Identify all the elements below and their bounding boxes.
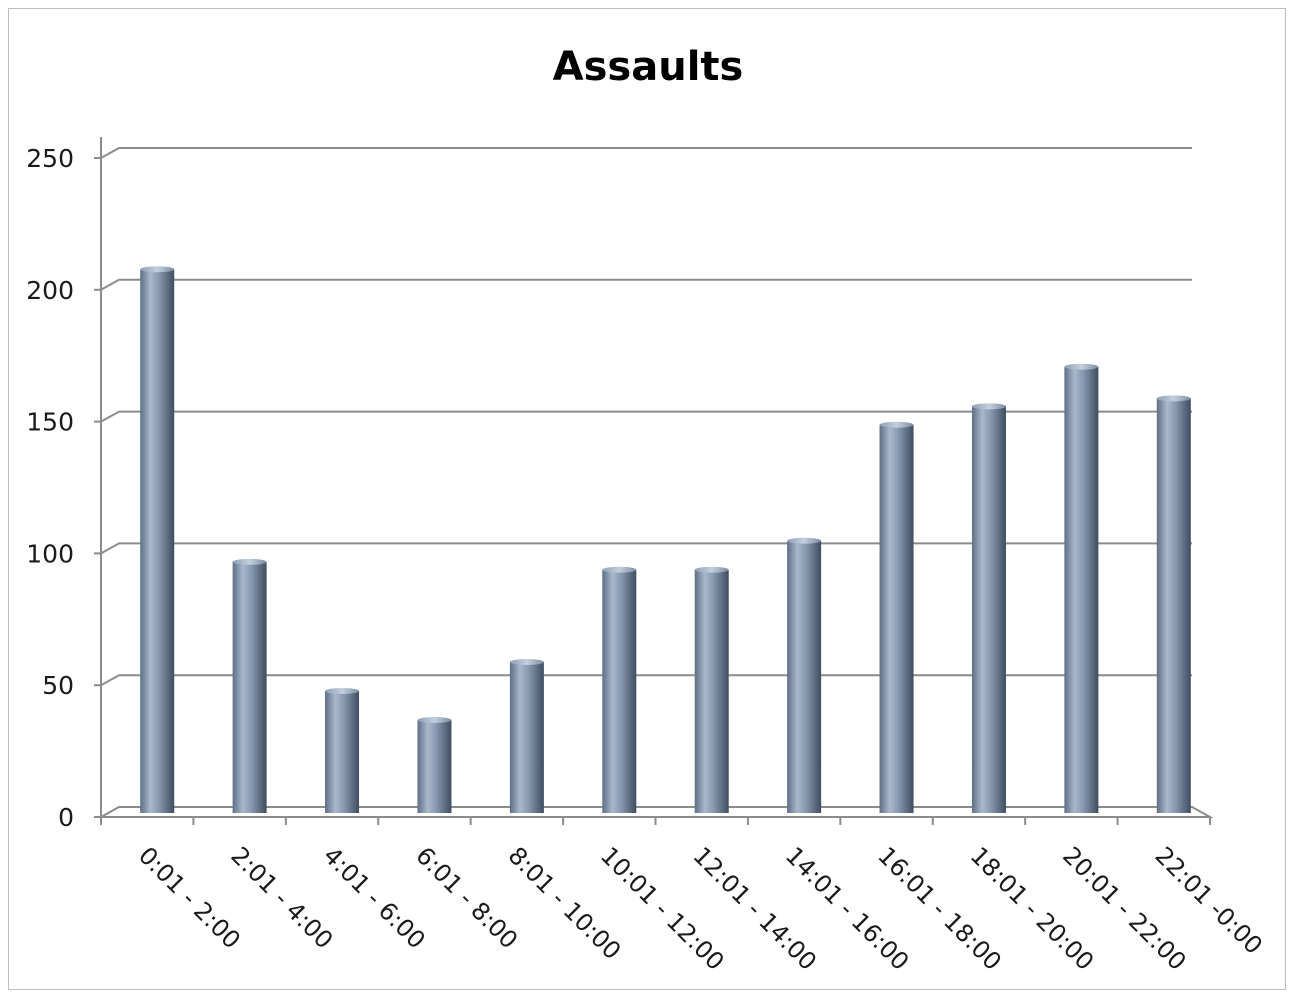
bar-cap: [232, 558, 267, 565]
bar-cap: [417, 717, 452, 724]
bar-10: [1064, 363, 1099, 813]
chart-title: Assaults: [553, 44, 744, 90]
y-axis-ticks: 0 50 100 150 200 250: [26, 144, 74, 832]
bar-body: [417, 720, 452, 813]
bar-cap: [602, 566, 637, 573]
axes: [94, 137, 1214, 825]
y-tick-label-0: 0: [58, 803, 74, 832]
gridline-200: [100, 278, 1192, 291]
y-tick-label-100: 100: [26, 539, 74, 568]
bar-8: [879, 421, 914, 813]
bar-cap: [140, 266, 175, 273]
floor: [100, 806, 1214, 818]
bar-body: [325, 691, 360, 813]
bar-cap: [694, 566, 729, 573]
bar-6: [694, 566, 729, 813]
bar-cap: [1064, 363, 1099, 370]
bar-7: [787, 537, 822, 813]
bar-body: [787, 540, 822, 813]
bar-body: [1064, 366, 1099, 813]
bar-body: [1156, 398, 1191, 813]
bar-1: [232, 558, 267, 813]
bar-11: [1156, 395, 1191, 813]
bar-cap: [509, 659, 544, 666]
bar-cap: [787, 537, 822, 544]
bar-0: [140, 266, 175, 814]
y-tick-label-250: 250: [26, 144, 74, 173]
y-tick-label-150: 150: [26, 408, 74, 437]
y-tick-label-200: 200: [26, 276, 74, 305]
bar-body: [602, 569, 637, 813]
bar-body: [509, 662, 544, 813]
bar-5: [602, 566, 637, 813]
bar-body: [694, 569, 729, 813]
gridline-150: [100, 410, 1192, 423]
bar-cap: [971, 403, 1006, 410]
gridline-50: [100, 674, 1192, 687]
x-axis-ticks: 0:01 - 2:002:01 - 4:004:01 - 6:006:01 - …: [133, 841, 1268, 976]
bar-body: [879, 424, 914, 813]
bar-2: [325, 688, 360, 813]
gridline-250: [100, 147, 1192, 159]
bar-cap: [1156, 395, 1191, 402]
bar-body: [971, 406, 1006, 813]
gridline-100: [100, 542, 1192, 555]
bar-cap: [879, 421, 914, 428]
bars: [140, 266, 1191, 814]
bar-3: [417, 717, 452, 813]
y-tick-label-50: 50: [42, 671, 74, 700]
bar-4: [509, 659, 544, 813]
bar-9: [971, 403, 1006, 813]
gridlines: [100, 147, 1192, 687]
bar-cap: [325, 688, 360, 695]
bar-body: [140, 269, 175, 814]
bar-body: [232, 561, 267, 813]
